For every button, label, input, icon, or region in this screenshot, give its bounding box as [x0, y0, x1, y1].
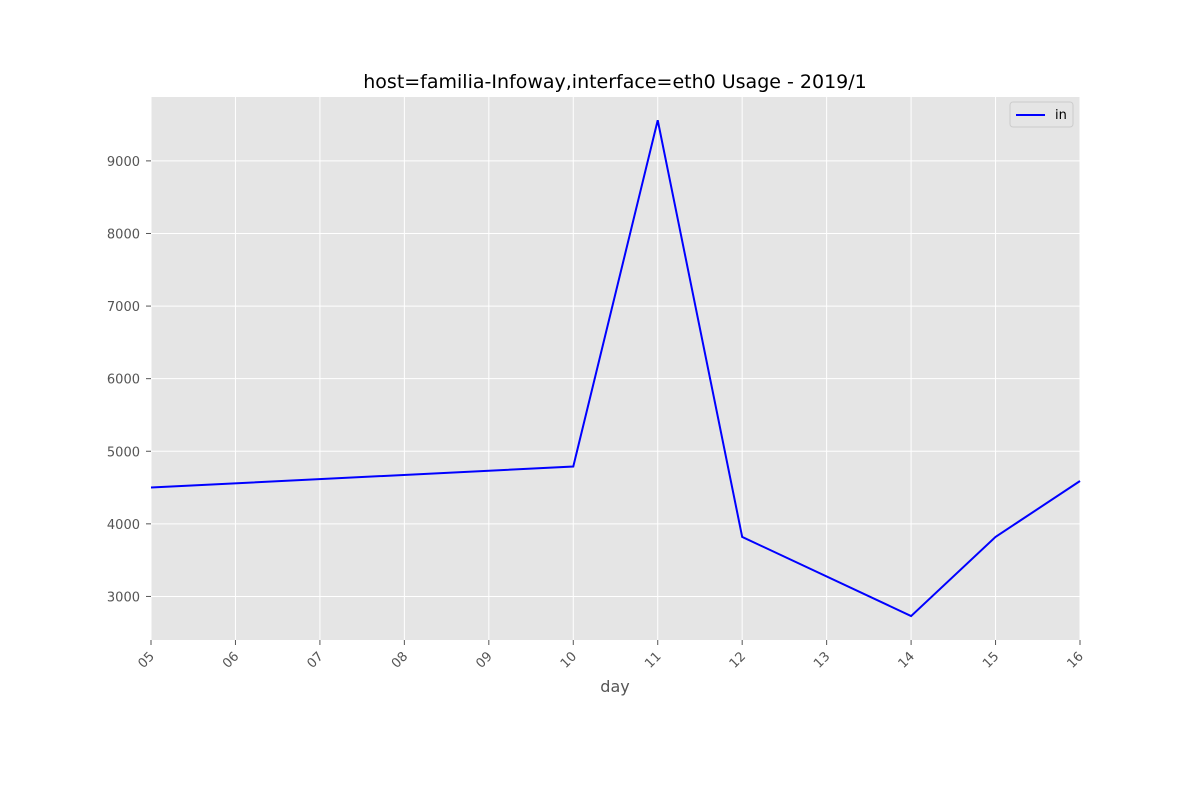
grid-lines — [150, 97, 1081, 640]
x-tick-label: 05 — [136, 649, 158, 671]
x-tick-label: 16 — [1065, 649, 1087, 671]
x-tick-label: 14 — [896, 649, 918, 671]
y-tick-label: 6000 — [107, 373, 140, 388]
x-tick-label: 08 — [389, 649, 411, 671]
x-tick-label: 09 — [473, 649, 495, 671]
x-tick-label: 10 — [558, 649, 580, 671]
x-tick-label: 11 — [642, 649, 664, 671]
y-axis-ticks: 3000 4000 5000 6000 7000 8000 9000 — [107, 155, 151, 605]
x-tick-label: 15 — [980, 649, 1002, 671]
legend-label-in: in — [1055, 108, 1067, 123]
y-tick-label: 7000 — [107, 300, 140, 315]
y-tick-label: 5000 — [107, 445, 140, 460]
plot-area — [151, 97, 1080, 640]
y-tick-label: 8000 — [107, 227, 140, 242]
x-tick-label: 12 — [727, 649, 749, 671]
series-line-in — [150, 119, 1081, 618]
legend: in — [1009, 101, 1074, 128]
y-tick-label: 3000 — [107, 590, 140, 605]
x-axis-label: day — [600, 677, 629, 696]
series-layer — [150, 119, 1081, 618]
y-tick-label: 9000 — [107, 155, 140, 170]
x-tick-label: 06 — [220, 649, 242, 671]
x-tick-label: 07 — [304, 649, 326, 671]
x-axis-ticks: 05 06 07 08 09 10 11 12 13 14 15 16 — [136, 640, 1087, 672]
chart-title: host=familia-Infoway,interface=eth0 Usag… — [363, 71, 866, 93]
y-tick-label: 4000 — [107, 518, 140, 533]
x-tick-label: 13 — [811, 649, 833, 671]
